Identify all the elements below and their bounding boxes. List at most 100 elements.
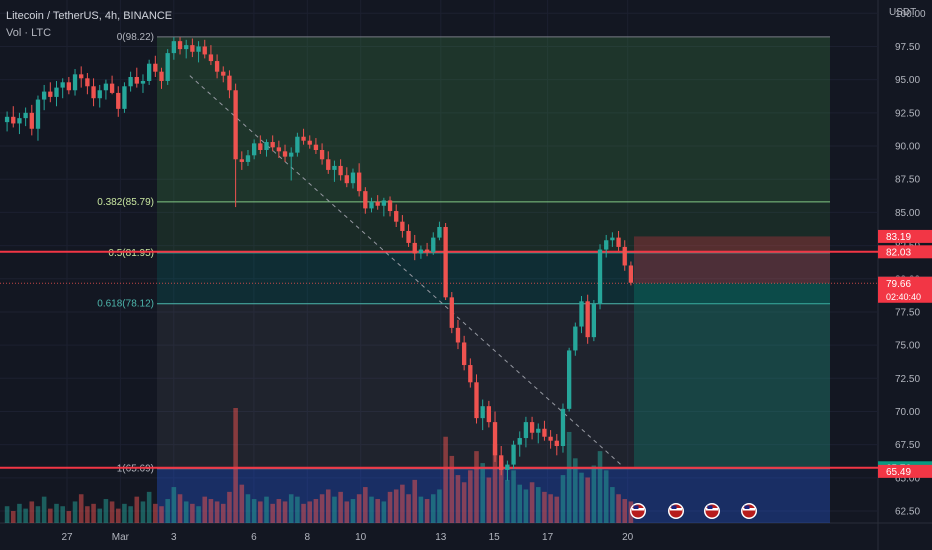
candle bbox=[394, 204, 399, 227]
candle bbox=[468, 358, 473, 388]
price-axis-tick-label: 92.50 bbox=[895, 108, 920, 119]
candle-body bbox=[48, 91, 53, 97]
candle bbox=[66, 76, 72, 95]
candle bbox=[505, 460, 510, 481]
candle-body bbox=[184, 45, 189, 50]
time-axis-tick-label: 20 bbox=[622, 532, 634, 543]
candle-body bbox=[437, 226, 442, 238]
candle-body bbox=[554, 440, 559, 447]
candle bbox=[523, 416, 529, 448]
volume-bar bbox=[356, 494, 362, 523]
candle bbox=[517, 431, 522, 457]
candle-body bbox=[146, 63, 152, 81]
candle-body bbox=[72, 74, 78, 91]
time-axis-tick-label: 8 bbox=[305, 532, 311, 543]
candle-body bbox=[103, 83, 109, 91]
candle bbox=[554, 434, 559, 456]
candle-body bbox=[424, 249, 430, 253]
candle bbox=[363, 187, 368, 214]
volume-bar bbox=[517, 484, 523, 523]
candle-body bbox=[332, 165, 337, 170]
price-axis-tick-label: 77.50 bbox=[895, 307, 920, 318]
candle bbox=[511, 440, 516, 469]
volume-bar bbox=[554, 496, 560, 523]
event-flag-icon bbox=[704, 503, 720, 519]
fibonacci-zone bbox=[157, 201, 830, 253]
axis-currency-label: USDT bbox=[889, 7, 917, 18]
price-axis-tick-label: 62.50 bbox=[895, 507, 920, 518]
volume-bar bbox=[307, 501, 313, 523]
volume-bar bbox=[282, 501, 288, 523]
volume-bar bbox=[375, 499, 380, 523]
candle bbox=[566, 347, 572, 412]
candle bbox=[4, 111, 10, 132]
candle-body bbox=[171, 41, 177, 54]
candle-body bbox=[363, 191, 368, 209]
volume-bar bbox=[579, 472, 584, 523]
candle-body bbox=[381, 200, 387, 206]
volume-bar bbox=[239, 484, 245, 523]
candle bbox=[60, 78, 65, 99]
volume-bar bbox=[29, 501, 35, 523]
volume-bar bbox=[424, 499, 430, 523]
candle-body bbox=[128, 76, 133, 87]
volume-bar bbox=[115, 508, 121, 523]
price-axis-tick-label: 85.00 bbox=[895, 208, 920, 219]
volume-bar bbox=[387, 491, 393, 523]
volume-bar bbox=[542, 491, 547, 523]
candle-body bbox=[394, 211, 399, 222]
candle-body bbox=[270, 142, 275, 148]
price-tag-label: 65.49 bbox=[886, 467, 911, 478]
volume-bar bbox=[548, 494, 553, 523]
candle-body bbox=[85, 78, 90, 87]
volume-bar bbox=[134, 496, 140, 523]
candle bbox=[23, 107, 28, 127]
candle-body bbox=[17, 118, 22, 124]
candle-body bbox=[449, 297, 454, 328]
candle bbox=[239, 151, 244, 170]
volume-bar bbox=[566, 431, 572, 523]
candle-body bbox=[400, 221, 405, 231]
candle-body bbox=[628, 265, 634, 283]
candle-body bbox=[418, 249, 424, 254]
candle-body bbox=[60, 82, 65, 88]
candle-body bbox=[499, 455, 504, 470]
volume-bar bbox=[412, 479, 418, 523]
candle bbox=[573, 322, 578, 356]
volume-bar bbox=[344, 501, 350, 523]
candle bbox=[72, 69, 78, 96]
candle bbox=[622, 240, 627, 271]
candle-body bbox=[566, 350, 572, 409]
countdown-label: 02:40:40 bbox=[886, 292, 921, 302]
candle bbox=[184, 39, 189, 59]
candle-body bbox=[122, 86, 127, 109]
volume-bar bbox=[418, 496, 424, 523]
volume-bar bbox=[48, 508, 53, 523]
candle bbox=[11, 106, 16, 128]
candle-body bbox=[258, 143, 263, 150]
candle bbox=[295, 132, 300, 157]
volume-bar bbox=[505, 479, 510, 523]
candle bbox=[48, 82, 53, 103]
volume-bar bbox=[245, 494, 251, 523]
time-axis-tick-label: 3 bbox=[171, 532, 177, 543]
volume-bar bbox=[23, 508, 28, 523]
candle bbox=[344, 167, 349, 188]
candle bbox=[443, 223, 448, 300]
volume-bar bbox=[78, 494, 84, 523]
candle-body bbox=[616, 237, 621, 247]
candle bbox=[208, 45, 214, 66]
candle-body bbox=[301, 136, 306, 141]
candle-body bbox=[177, 41, 183, 50]
candle bbox=[604, 234, 609, 258]
candle bbox=[492, 411, 498, 462]
candle-body bbox=[153, 63, 158, 72]
volume-bar bbox=[393, 489, 399, 523]
time-axis-tick-label: 6 bbox=[251, 532, 257, 543]
volume-bar bbox=[332, 496, 337, 523]
candle bbox=[610, 232, 615, 247]
volume-bar bbox=[461, 482, 467, 523]
candle-body bbox=[486, 406, 492, 423]
candle bbox=[461, 335, 467, 371]
